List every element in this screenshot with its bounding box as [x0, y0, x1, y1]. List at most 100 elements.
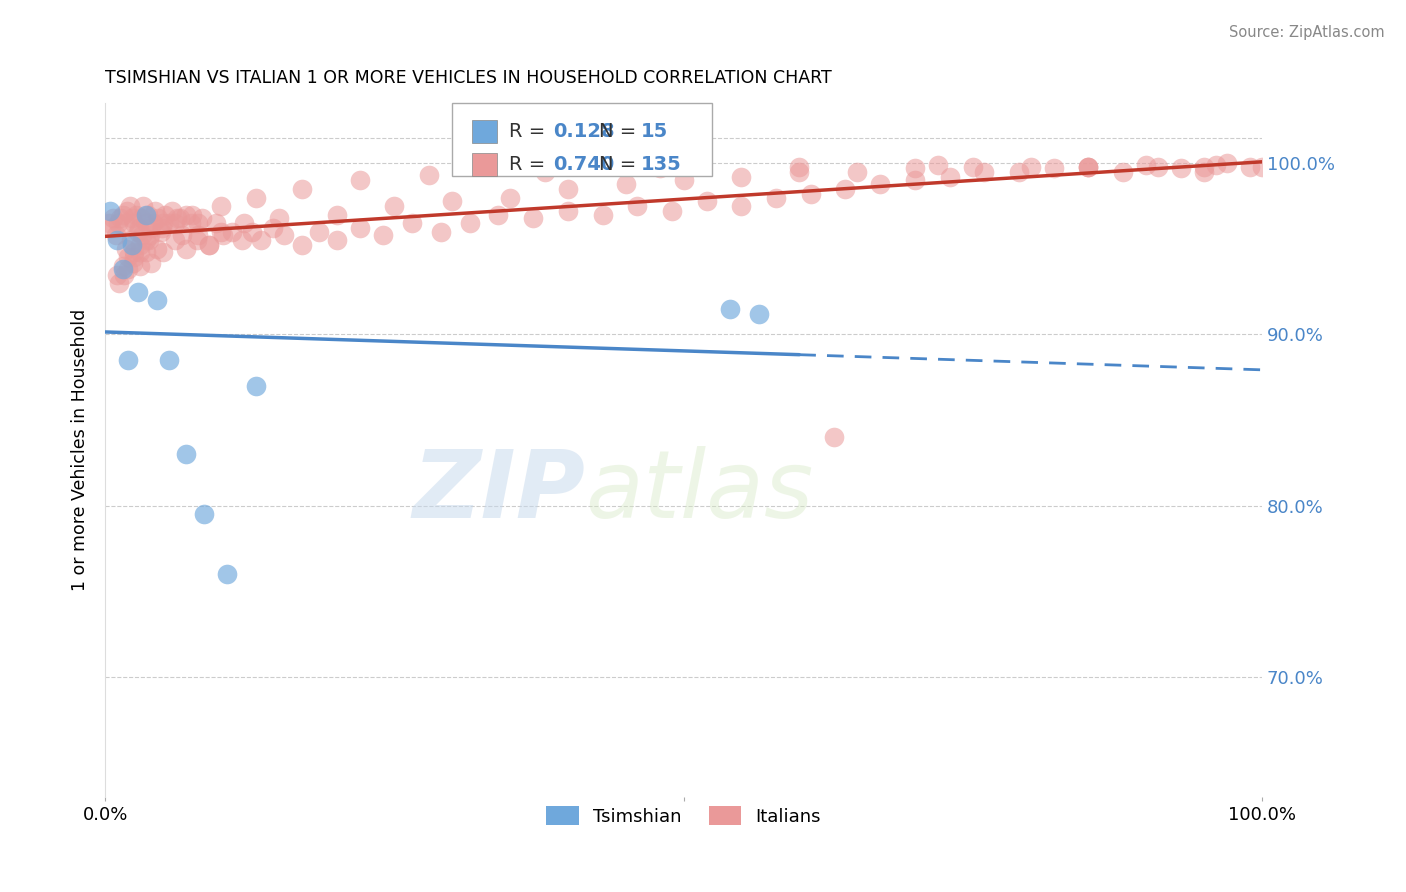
Point [162, 204, 184, 219]
Point [157, 216, 180, 230]
Point [142, 216, 165, 230]
Point [938, 169, 960, 184]
Point [163, 233, 186, 247]
Text: R =: R = [509, 155, 551, 174]
Point [135, 245, 157, 260]
Point [129, 259, 152, 273]
Point [748, 307, 770, 321]
Point [904, 173, 927, 187]
Point [155, 208, 177, 222]
Point [212, 228, 235, 243]
Point [117, 251, 139, 265]
Point [973, 165, 995, 179]
Text: N =: N = [599, 155, 643, 174]
Point [245, 379, 267, 393]
FancyBboxPatch shape [453, 103, 713, 176]
FancyBboxPatch shape [472, 153, 498, 176]
Point [557, 182, 579, 196]
Point [1135, 158, 1157, 172]
Point [834, 182, 856, 196]
Point [198, 238, 221, 252]
Point [135, 216, 157, 230]
Legend: Tsimshian, Italians: Tsimshian, Italians [538, 799, 828, 833]
Point [1042, 161, 1064, 176]
Point [146, 293, 169, 308]
Point [97, 216, 120, 230]
Point [233, 216, 256, 230]
Point [163, 216, 186, 230]
Point [193, 508, 215, 522]
Point [696, 194, 718, 208]
Point [557, 204, 579, 219]
Point [111, 208, 134, 222]
Point [120, 233, 142, 247]
Point [205, 216, 228, 230]
Point [129, 211, 152, 225]
Point [111, 262, 134, 277]
Point [121, 211, 143, 225]
Point [128, 221, 150, 235]
Point [273, 228, 295, 243]
Point [429, 225, 451, 239]
Point [349, 221, 371, 235]
Point [672, 173, 695, 187]
Text: N =: N = [599, 122, 643, 141]
Point [209, 225, 232, 239]
Y-axis label: 1 or more Vehicles in Household: 1 or more Vehicles in Household [72, 309, 89, 591]
Point [533, 165, 555, 179]
Point [187, 216, 209, 230]
Point [458, 216, 481, 230]
Point [108, 276, 131, 290]
Point [661, 204, 683, 219]
Point [110, 211, 132, 225]
Text: TSIMSHIAN VS ITALIAN 1 OR MORE VEHICLES IN HOUSEHOLD CORRELATION CHART: TSIMSHIAN VS ITALIAN 1 OR MORE VEHICLES … [105, 69, 832, 87]
Point [418, 168, 440, 182]
Point [191, 211, 214, 225]
Point [488, 208, 510, 222]
Point [1239, 160, 1261, 174]
Point [787, 165, 810, 179]
Point [107, 216, 129, 230]
Point [1077, 160, 1099, 174]
Point [215, 567, 238, 582]
Point [499, 190, 522, 204]
Point [100, 221, 122, 235]
FancyBboxPatch shape [472, 120, 498, 143]
Point [187, 228, 209, 243]
Point [174, 242, 197, 256]
Point [148, 211, 170, 225]
Point [98, 204, 121, 219]
Point [118, 199, 141, 213]
Point [181, 208, 204, 222]
Point [141, 255, 163, 269]
Point [522, 211, 544, 225]
Point [384, 199, 406, 213]
Point [1077, 160, 1099, 174]
Point [441, 194, 464, 208]
Point [1112, 165, 1135, 179]
Point [141, 221, 163, 235]
Point [221, 225, 243, 239]
Text: atlas: atlas [585, 446, 814, 537]
Point [730, 169, 752, 184]
Point [135, 208, 157, 222]
Point [152, 245, 174, 260]
Point [115, 242, 138, 256]
Text: Source: ZipAtlas.com: Source: ZipAtlas.com [1229, 25, 1385, 40]
Point [117, 262, 139, 277]
Point [117, 353, 139, 368]
Point [114, 216, 136, 230]
Point [138, 233, 160, 247]
Point [1216, 156, 1239, 170]
Point [152, 216, 174, 230]
Point [325, 208, 347, 222]
Point [104, 228, 127, 243]
Point [150, 221, 173, 235]
Point [1205, 158, 1227, 172]
Point [349, 173, 371, 187]
Point [105, 268, 128, 282]
Point [174, 208, 197, 222]
Point [626, 199, 648, 213]
Text: 0.740: 0.740 [553, 155, 614, 174]
Point [127, 225, 149, 239]
